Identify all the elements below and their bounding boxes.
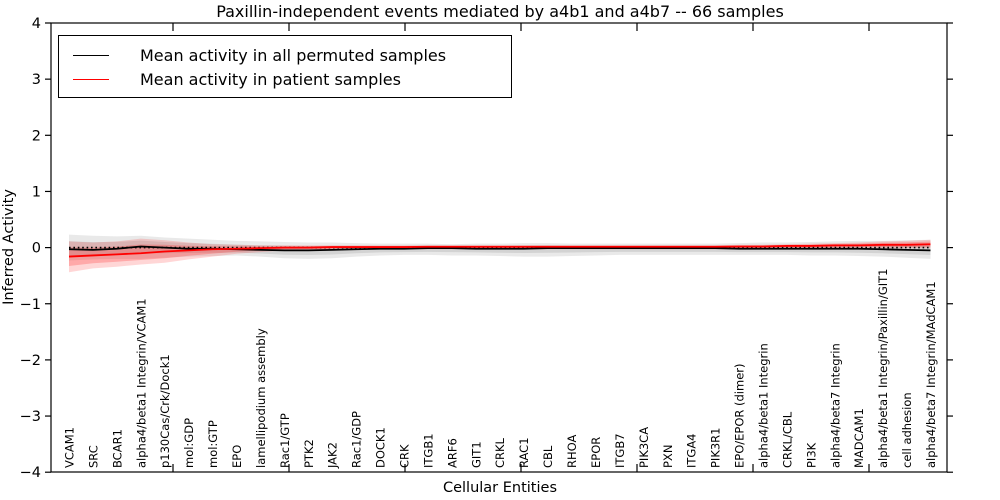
x-tick-label: mol:GDP (182, 418, 196, 468)
legend-entry-permuted: Mean activity in all permuted samples (59, 43, 511, 67)
x-tick-label: PIK3CA (637, 427, 651, 468)
x-tick-label: RHOA (565, 435, 579, 468)
x-tick-label: CRK (398, 444, 412, 468)
x-tick-label: alpha4/beta7 Integrin (828, 343, 842, 468)
x-tick-label: ARF6 (445, 438, 459, 468)
y-tick-label: 1 (32, 184, 41, 200)
x-tick-label: Rac1/GDP (350, 411, 364, 468)
legend-label-patient: Mean activity in patient samples (140, 69, 401, 89)
y-tick-label: 0 (32, 241, 41, 257)
x-tick-label: alpha4/beta1 Integrin (756, 343, 770, 468)
x-tick-label: alpha4/beta1 Integrin/Paxillin/GIT1 (876, 269, 890, 468)
x-tick-label: ITGB1 (421, 433, 435, 468)
legend: Mean activity in all permuted samples Me… (58, 35, 512, 98)
x-tick-label: EPO/EPOR (dimer) (733, 364, 747, 469)
y-axis-title: Inferred Activity (1, 189, 17, 305)
legend-line-sample-patient (73, 78, 109, 80)
x-tick-label: VCAM1 (63, 427, 77, 468)
y-tick-label: 2 (32, 128, 41, 144)
x-tick-label: p130Cas/Crk/Dock1 (158, 354, 172, 468)
x-tick-label: JAK2 (326, 442, 340, 469)
legend-label-permuted: Mean activity in all permuted samples (140, 45, 447, 65)
x-tick-label: SRC (86, 445, 100, 468)
x-tick-label: ITGA4 (685, 433, 699, 468)
x-tick-label: alpha4/beta7 Integrin/MAdCAM1 (924, 281, 938, 468)
x-tick-label: DOCK1 (374, 427, 388, 468)
x-tick-label: PIK3R1 (709, 428, 723, 469)
x-tick-label: EPOR (589, 437, 603, 468)
x-tick-label: GIT1 (469, 441, 483, 468)
x-tick-label: alpha4/beta1 Integrin/VCAM1 (134, 298, 148, 468)
x-tick-label: CRKL/CBL (780, 411, 794, 468)
x-tick-label: ITGB7 (613, 433, 627, 468)
x-tick-label: BCAR1 (110, 429, 124, 468)
x-tick-label: mol:GTP (206, 420, 220, 468)
x-tick-label: PTK2 (302, 439, 316, 468)
y-tick-label: −3 (20, 409, 41, 425)
y-tick-label: −1 (20, 297, 41, 313)
legend-entry-patient: Mean activity in patient samples (59, 67, 511, 91)
y-tick-label: 4 (32, 16, 41, 32)
x-tick-label: Rac1/GTP (278, 413, 292, 468)
legend-line-sample-permuted (73, 54, 109, 56)
x-tick-label: cell adhesion (900, 392, 914, 468)
x-tick-label: RAC1 (517, 437, 531, 468)
y-tick-label: −2 (20, 353, 41, 369)
x-tick-label: EPO (230, 445, 244, 468)
y-tick-label: 3 (32, 72, 41, 88)
x-axis-title: Cellular Entities (442, 480, 558, 496)
series-1-line (68, 243, 931, 258)
x-tick-label: PI3K (804, 442, 818, 468)
x-tick-label: MADCAM1 (852, 408, 866, 468)
x-tick-label: CRKL (493, 437, 507, 468)
x-tick-label: PXN (661, 445, 675, 468)
x-tick-label: CBL (541, 445, 555, 468)
chart-title: Paxillin-independent events mediated by … (216, 2, 784, 21)
x-tick-label: lamellipodium assembly (254, 328, 268, 468)
y-tick-label: −4 (20, 465, 41, 481)
